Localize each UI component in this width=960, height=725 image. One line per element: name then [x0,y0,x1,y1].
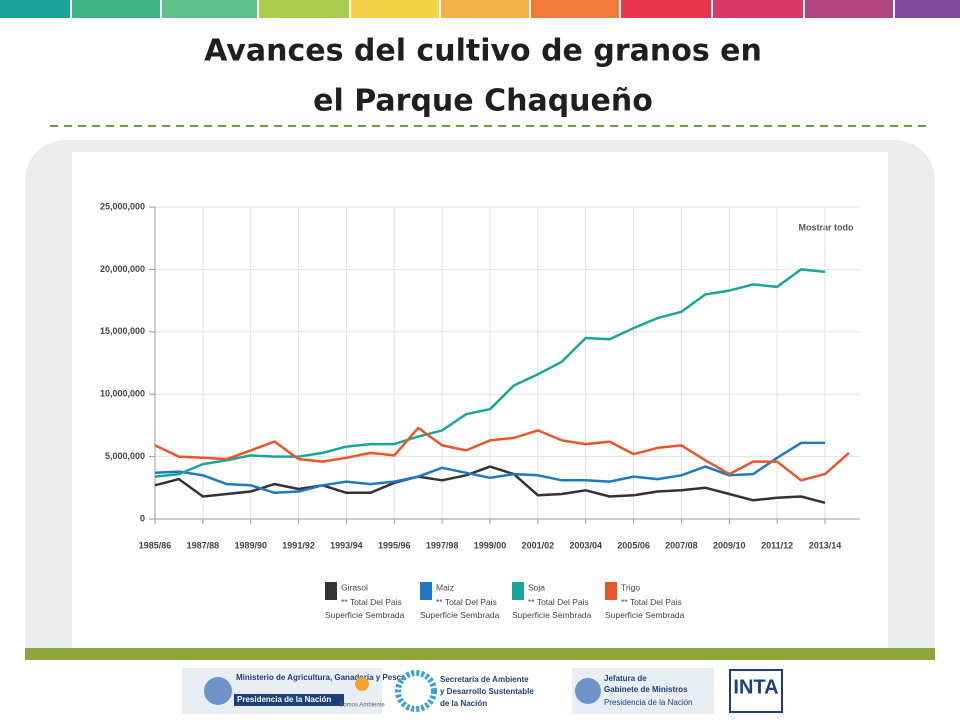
legend-swatch [512,582,524,600]
inta-logo: INTA [733,676,778,698]
legend-note: ** Total Del Pais Superficie Sembrada [605,597,685,620]
logo-text: Somos Ambiente [339,703,385,709]
inta-box [729,669,783,713]
logos: Ministerio de Agricultura, Ganadería y P… [182,668,783,714]
stripe [531,0,619,18]
y-tick-label: 15,000,000 [100,326,145,336]
legend-label: Maiz [436,582,454,592]
y-tick-label: 20,000,000 [100,264,145,274]
plot: 0 5,000,000 10,000,000 15,000,000 20,000,000… [100,201,860,620]
x-tick-label: 2003/04 [569,540,602,550]
logo-bar [234,694,344,706]
logo-text: Ministerio de Agricultura, Ganadería y P… [236,673,406,682]
slide-title: el Parque Chaqueño [313,84,653,119]
y-tick-label: 10,000,000 [100,389,145,399]
stripe [72,0,160,18]
legend-label: Soja [528,582,545,592]
x-tick-label: 2005/06 [617,540,650,550]
logo-text: Gabinete de Ministros [604,685,688,694]
logo-text: y Desarrollo Sustentable [440,687,534,696]
chart-area [72,152,888,648]
stripe [441,0,529,18]
x-tick-label: 1997/98 [426,540,459,550]
stripe [895,0,960,18]
green-band [25,648,935,660]
x-tick-label: 2009/10 [713,540,746,550]
footer [0,660,960,720]
show-all-button[interactable]: Mostrar todo [799,222,855,232]
logo-text: Jefatura de [604,674,647,683]
emblem [204,677,232,705]
secretaria-icon [395,670,437,712]
slide-title: Avances del cultivo de granos en [204,34,762,69]
logo-text: Presidencia de la Nación [237,695,331,704]
x-tick-label: 2001/02 [522,540,555,550]
x-tick-label: 1989/90 [234,540,267,550]
x-tick-label: 1991/92 [282,540,315,550]
emblem [575,678,601,704]
top-stripe [0,0,960,18]
stripe [805,0,893,18]
x-tick-label: 1987/88 [187,540,220,550]
logo-text: Secretaría de Ambiente [440,675,529,684]
x-tick-label: 1999/00 [474,540,507,550]
stripe [0,0,70,18]
stripe [259,0,349,18]
y-tick-label: 0 [140,513,145,523]
y-tick-label: 25,000,000 [100,201,145,211]
legend-swatch [605,582,617,600]
series-line [154,441,825,495]
logo-text: Presidencia de la Nación [604,698,693,707]
x-tick-label: 1995/96 [378,540,411,550]
stripe [162,0,257,18]
x-tick-label: 2013/14 [809,540,842,550]
series-line [154,268,826,478]
legend-note: ** Total Del Pais Superficie Sembrada [325,597,405,620]
x-tick-label: 1993/94 [330,540,363,550]
somos-icon [355,677,369,691]
stripe [621,0,711,18]
legend-note: ** Total Del Pais Superficie Sembrada [420,597,500,620]
stripe [351,0,439,18]
series-line [154,465,826,505]
logo-text: de la Nación [440,699,487,708]
series-line [154,426,850,482]
x-tick-label: 2007/08 [665,540,698,550]
legend-swatch [325,582,337,600]
x-tick-label: 1985/86 [139,540,172,550]
x-tick-label: 2011/12 [761,540,793,550]
legend-label: Trigo [621,582,640,592]
legend-note: ** Total Del Pais Superficie Sembrada [512,597,592,620]
stripe [713,0,803,18]
legend-swatch [420,582,432,600]
y-tick-label: 5,000,000 [105,451,145,461]
legend-label: Girasol [341,582,368,592]
